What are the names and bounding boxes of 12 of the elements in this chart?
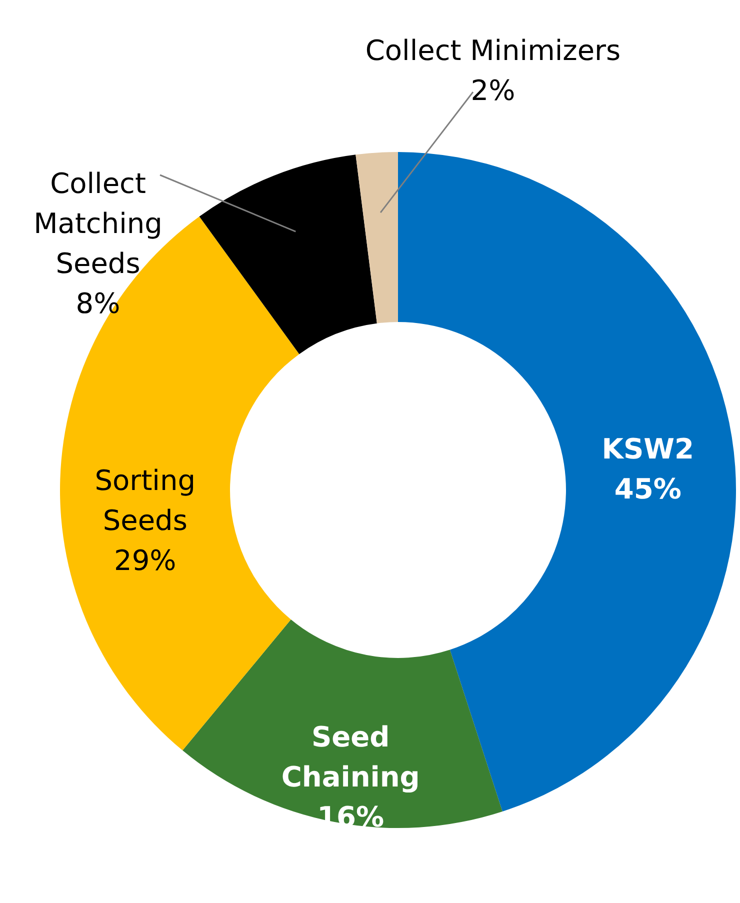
slice-label: KSW2: [602, 432, 694, 466]
slice-label: Seed Chaining: [281, 720, 420, 794]
data-label: 2%: [470, 74, 516, 107]
slice-label: Sorting Seeds: [94, 464, 196, 538]
data-label: 8%: [76, 287, 120, 320]
donut-slice: [182, 619, 502, 828]
donut-slice: [199, 154, 377, 354]
data-label: 29%: [114, 544, 176, 578]
donut-slice: [356, 152, 398, 324]
slice-label: Collect Matching Seeds: [34, 167, 162, 280]
data-label: 45%: [614, 472, 682, 506]
slice-label: Collect Minimizers: [365, 34, 621, 67]
